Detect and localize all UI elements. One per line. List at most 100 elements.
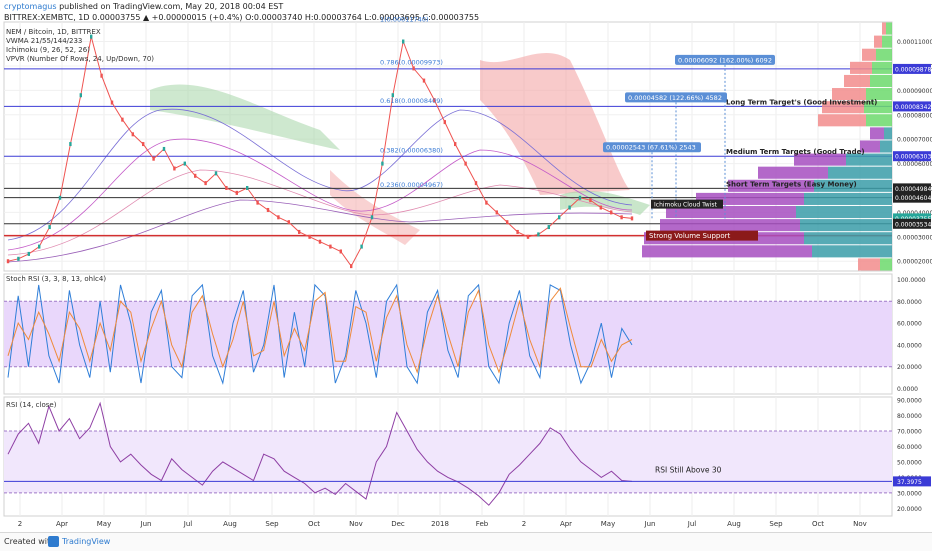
- stoch-tick-label: 80.0000: [897, 299, 922, 306]
- price-candle: [433, 98, 436, 103]
- rsi-band: [4, 431, 892, 493]
- price-candle: [6, 259, 10, 264]
- vpvr-bar-pink: [862, 48, 876, 61]
- price-label: 0.00004604: [895, 195, 931, 202]
- vpvr-bar-purple: [870, 127, 884, 140]
- price-candle: [266, 207, 270, 212]
- x-tick-label: Oct: [812, 520, 824, 528]
- stoch-line-D: [7, 287, 633, 374]
- cloud-green-2: [560, 190, 650, 215]
- price-candle: [110, 100, 114, 105]
- price-candle: [142, 142, 145, 147]
- price-candle: [194, 173, 197, 178]
- vpvr-bar-purple: [642, 245, 812, 258]
- ma-line-3: [7, 199, 633, 263]
- legend-vpvr: VPVR (Number Of Rows, 24, Up/Down, 70): [6, 55, 155, 63]
- fib-label: 0.618(0.00008409): [380, 97, 443, 105]
- vpvr-bar-teal: [804, 232, 892, 245]
- price-candle: [79, 93, 82, 98]
- stoch-tick-label: 20.0000: [897, 364, 922, 371]
- measure-box: [603, 142, 701, 153]
- price-label: 0.00006303: [895, 154, 931, 161]
- vpvr-bar-green: [872, 61, 892, 74]
- vpvr-bar-green: [882, 35, 892, 48]
- price-candle: [516, 229, 519, 234]
- price-candle: [256, 200, 259, 205]
- x-tick-label: May: [97, 520, 111, 528]
- vpvr-bar-teal: [884, 127, 892, 140]
- stoch-tick-label: 100.0000: [897, 277, 926, 284]
- price-label-box: [893, 213, 931, 224]
- stoch-tick-label: 0.0000: [897, 386, 918, 393]
- support-label: Strong Volume Support: [649, 232, 730, 240]
- price-candle: [485, 200, 488, 205]
- vpvr-bar-green: [876, 48, 892, 61]
- price-candle: [287, 220, 290, 225]
- vpvr-bar-green: [866, 114, 892, 127]
- price-candle: [90, 34, 93, 39]
- price-candle: [370, 215, 374, 220]
- price-candle: [402, 39, 405, 44]
- price-label: 0.00009878: [895, 66, 931, 73]
- y-tick-label: 0.00008000: [897, 112, 932, 119]
- x-tick-label: 2: [522, 520, 526, 528]
- price-candle: [568, 205, 571, 210]
- price-candle: [162, 146, 166, 151]
- price-label: 0.00008342: [895, 104, 931, 111]
- target-label: Medium Term Targets (Good Trade): [726, 148, 865, 156]
- price-candle: [17, 256, 20, 261]
- tradingview-link[interactable]: TradingView: [62, 537, 111, 546]
- x-tick-label: Apr: [560, 520, 572, 528]
- vpvr-bar-teal: [846, 153, 892, 166]
- price-candle: [350, 264, 353, 269]
- y-tick-label: 0.00011000: [897, 39, 932, 46]
- price-candle: [360, 244, 363, 249]
- stoch-line-K: [7, 283, 633, 386]
- stoch-title: Stoch RSI (3, 3, 8, 13, ohlc4): [6, 275, 107, 283]
- indicator-legend: NEM / Bitcoin, 1D, BITTREX VWMA 21/55/14…: [6, 28, 154, 64]
- rsi-tick-label: 90.0000: [897, 398, 922, 405]
- x-tick-label: Jul: [687, 520, 697, 528]
- vpvr-bar-pink: [874, 35, 882, 48]
- price-candle: [620, 215, 623, 220]
- price-candle: [235, 190, 238, 195]
- x-tick-label: Jul: [183, 520, 193, 528]
- indicator-lines: [7, 108, 633, 263]
- footer: Created with TradingView: [0, 532, 932, 551]
- x-tick-label: May: [601, 520, 615, 528]
- rsi-tick-label: 80.0000: [897, 413, 922, 420]
- price-candle: [412, 66, 415, 71]
- x-tick-label: Jun: [140, 520, 152, 528]
- price-candle: [27, 251, 30, 256]
- price-candle: [318, 239, 322, 244]
- fib-label: 0.786(0.00009973): [380, 59, 443, 67]
- vpvr-bar-pink: [818, 114, 866, 127]
- price-candle: [443, 120, 446, 125]
- price-candle: [69, 142, 72, 147]
- target-label: Long Term Target's (Good Investment): [726, 98, 877, 106]
- price-candle: [547, 225, 550, 230]
- x-tick-label: Oct: [308, 520, 320, 528]
- time-axis: 2 Apr May Jun Jul Aug Sep Oct Nov Dec 2018 Feb 2 Apr M…: [18, 520, 867, 528]
- price-candle: [339, 249, 342, 254]
- price-candle: [454, 142, 457, 147]
- cloud-twist-label: Ichimoku Cloud Twist: [654, 202, 717, 209]
- stoch-rsi-pane: [4, 283, 892, 386]
- price-label: 0.00004984: [895, 186, 931, 193]
- price-candle: [578, 195, 582, 200]
- cloud-red-2: [330, 170, 420, 245]
- x-tick-label: Aug: [223, 520, 237, 528]
- price-label-box: [893, 218, 931, 229]
- price-candle: [204, 181, 207, 186]
- vpvr-bar-teal: [804, 192, 892, 205]
- vpvr-bar-green: [870, 74, 892, 88]
- price-candle: [100, 73, 103, 78]
- legend-title: NEM / Bitcoin, 1D, BITTREX: [6, 28, 101, 36]
- rsi-value-label: 37.3975: [897, 479, 922, 486]
- vpvr-bar-green: [880, 258, 892, 271]
- measure-label: 0.00002543 (67.61%) 2543: [606, 144, 696, 152]
- price-candle: [48, 225, 51, 230]
- tradingview-logo-icon: [48, 536, 59, 547]
- author-link[interactable]: cryptomagus: [4, 2, 57, 11]
- rsi-tick-label: 70.0000: [897, 429, 922, 436]
